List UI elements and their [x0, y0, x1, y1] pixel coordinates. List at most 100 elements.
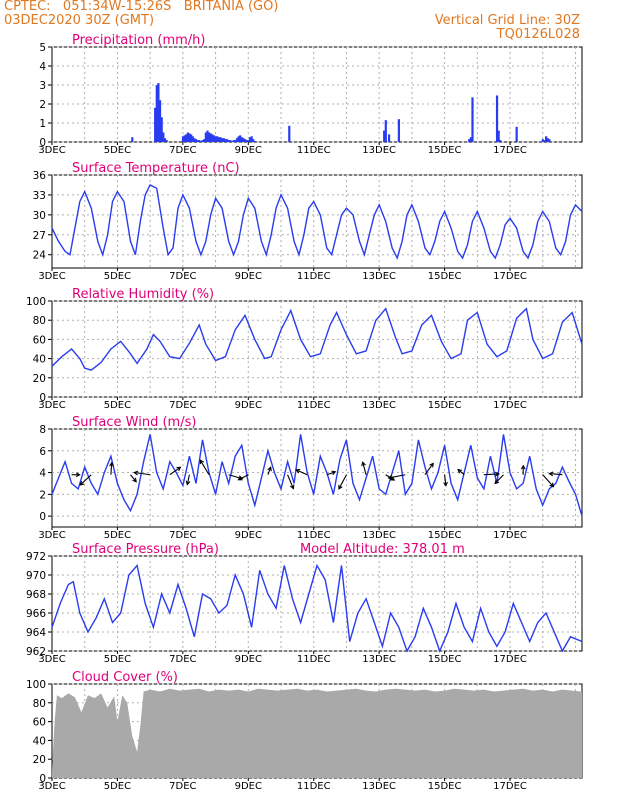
wind-arrow-head — [185, 480, 191, 486]
precip-bar — [499, 140, 502, 142]
wind-arrow-head — [338, 484, 343, 490]
precip-bar — [165, 140, 168, 142]
xtick-label-press: 15DEC — [428, 654, 462, 665]
xtick-label-precip: 9DEC — [235, 145, 262, 156]
wind-arrow-head — [133, 470, 139, 476]
precip-bar — [244, 139, 247, 142]
precip-bar — [543, 140, 546, 142]
cloud-area — [52, 688, 582, 778]
precip-bar — [219, 137, 222, 142]
ytick-label-temp: 27 — [33, 230, 46, 242]
precip-bar — [497, 130, 500, 142]
precip-bar — [397, 119, 400, 142]
xtick-label-wind: 7DEC — [169, 530, 196, 541]
xtick-label-rh: 7DEC — [169, 400, 196, 411]
wind-arrow-head — [267, 466, 272, 472]
precip-bar — [217, 137, 221, 142]
wind-arrow-head — [199, 459, 205, 465]
precip-bar — [227, 140, 230, 142]
xtick-label-precip: 17DEC — [493, 145, 527, 156]
panel-title-wind: Surface Wind (m/s) — [72, 415, 196, 430]
wind-arrow — [542, 474, 554, 487]
precip-bar — [131, 137, 134, 142]
precip-bar — [209, 133, 212, 142]
precip-bar — [222, 138, 225, 142]
precip-bar — [160, 117, 163, 142]
ytick-label-press: 962 — [26, 646, 46, 658]
wind-arrow-head — [494, 479, 500, 485]
precip-bar — [248, 137, 252, 142]
precip-bar — [162, 132, 165, 142]
precip-bar — [183, 135, 186, 142]
ytick-label-press: 970 — [26, 570, 46, 582]
precip-bar — [253, 141, 257, 142]
ytick-label-temp: 33 — [33, 190, 46, 202]
precip-bar — [158, 100, 162, 142]
wind-arrow — [549, 473, 563, 476]
wind-arrow — [199, 459, 210, 476]
wind-arrow-head — [132, 477, 137, 483]
xtick-label-rh: 11DEC — [297, 400, 331, 411]
xtick-label-rh: 13DEC — [362, 400, 396, 411]
precip-bar — [237, 136, 240, 142]
ytick-label-rh: 20 — [33, 373, 46, 385]
wind-arrow — [287, 474, 294, 489]
xtick-label-wind: 15DEC — [428, 530, 462, 541]
xtick-label-precip: 3DEC — [38, 145, 65, 156]
panel-title-precip: Precipitation (mm/h) — [72, 33, 205, 48]
precip-bar — [545, 136, 548, 142]
wind-arrow-head — [237, 476, 243, 481]
ytick-label-precip: 5 — [39, 42, 46, 54]
panel-title-temp: Surface Temperature (nC) — [72, 161, 240, 176]
wind-arrow-head — [494, 471, 500, 477]
ytick-label-press: 964 — [26, 627, 46, 639]
xtick-label-wind: 11DEC — [297, 530, 331, 541]
ytick-label-precip: 1 — [39, 118, 46, 130]
ytick-label-rh: 80 — [33, 315, 46, 327]
precip-bar — [468, 139, 471, 142]
wind-arrow-head — [331, 470, 337, 476]
precip-bar — [235, 138, 239, 142]
precip-bar — [471, 97, 474, 142]
precip-bar — [191, 136, 194, 142]
precip-bar — [515, 126, 518, 142]
wind-arrow — [110, 462, 113, 475]
series-line-press — [51, 563, 583, 653]
xtick-label-temp: 15DEC — [428, 271, 462, 282]
header-date: 03DEC2020 30Z (GMT) — [4, 13, 155, 28]
header-station: CPTEC: 051:34W-15:26S BRITANIA (GO) — [4, 0, 279, 14]
ytick-label-wind: 0 — [39, 511, 46, 523]
ytick-label-precip: 2 — [39, 99, 46, 111]
wind-arrow-head — [548, 471, 554, 477]
precip-bar — [190, 134, 193, 142]
precip-bar — [288, 125, 291, 142]
precip-bar — [242, 138, 245, 142]
precip-bar — [229, 140, 232, 142]
panel-title-cloud: Cloud Cover (%) — [72, 670, 178, 685]
precip-bar — [199, 141, 203, 142]
xtick-label-cloud: 13DEC — [362, 781, 396, 792]
panel-subtitle-press: Model Altitude: 378.01 m — [300, 542, 465, 557]
precip-bar — [383, 130, 386, 142]
panel-title-press: Surface Pressure (hPa) — [72, 542, 219, 557]
ytick-label-rh: 60 — [33, 334, 46, 346]
precip-bar — [234, 140, 237, 142]
precip-bar — [384, 120, 387, 142]
xtick-label-temp: 9DEC — [235, 271, 262, 282]
series-line-temp — [51, 184, 583, 260]
xtick-label-press: 9DEC — [235, 654, 262, 665]
precip-bar — [201, 140, 204, 142]
precip-bar — [245, 140, 248, 142]
xtick-label-cloud: 7DEC — [169, 781, 196, 792]
ytick-label-precip: 4 — [39, 61, 46, 73]
precip-bar — [226, 139, 229, 142]
precip-bar — [240, 137, 243, 142]
panel-frame-rh — [51, 300, 583, 398]
xtick-label-temp: 13DEC — [362, 271, 396, 282]
wind-arrow-head — [457, 468, 463, 474]
xtick-label-wind: 5DEC — [104, 530, 131, 541]
ytick-label-wind: 4 — [39, 468, 46, 480]
ytick-label-wind: 8 — [39, 424, 46, 436]
ytick-label-cloud: 100 — [26, 679, 46, 691]
